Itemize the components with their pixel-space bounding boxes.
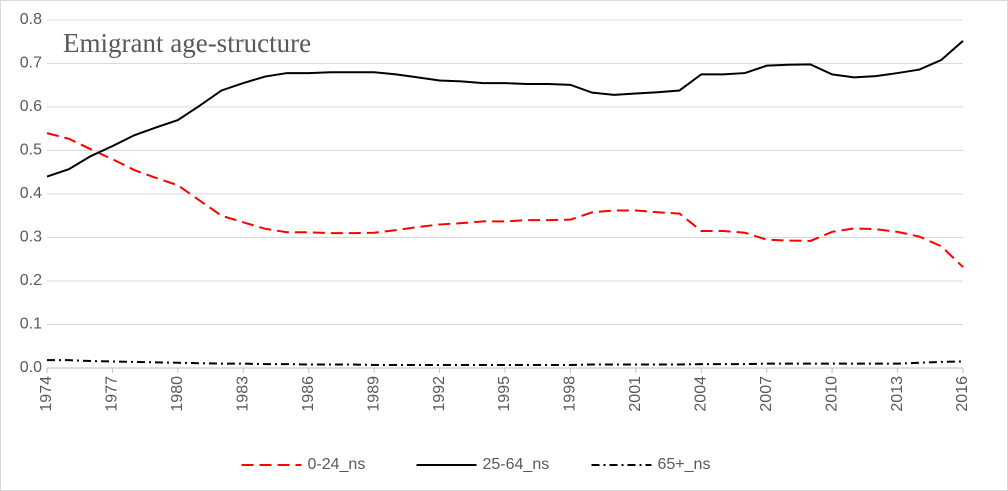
x-tick-label: 2013 bbox=[889, 376, 906, 412]
x-tick-label: 2001 bbox=[627, 376, 644, 412]
legend-label: 0-24_ns bbox=[308, 456, 366, 473]
x-tick-label: 1998 bbox=[562, 376, 579, 412]
x-tick-label: 1974 bbox=[38, 376, 55, 412]
y-tick-label: 0.6 bbox=[20, 98, 42, 115]
x-tick-label: 1995 bbox=[496, 376, 513, 412]
x-tick-label: 1986 bbox=[300, 376, 317, 412]
legend-label: 65+_ns bbox=[658, 456, 711, 473]
y-tick-label: 0.0 bbox=[20, 359, 42, 376]
line-series bbox=[46, 132, 964, 268]
y-tick-label: 0.3 bbox=[20, 229, 42, 246]
y-tick-label: 0.2 bbox=[20, 272, 42, 289]
x-tick-label: 2010 bbox=[823, 376, 840, 412]
line-series bbox=[46, 40, 964, 178]
y-tick-label: 0.5 bbox=[20, 142, 42, 159]
y-tick-label: 0.1 bbox=[20, 316, 42, 333]
y-tick-label: 0.7 bbox=[20, 55, 42, 72]
y-tick-label: 0.8 bbox=[20, 11, 42, 28]
x-tick-label: 1977 bbox=[104, 376, 121, 412]
x-tick-label: 1992 bbox=[431, 376, 448, 412]
line-series bbox=[47, 359, 964, 366]
x-tick-label: 1980 bbox=[169, 376, 186, 412]
chart-title: Emigrant age-structure bbox=[63, 28, 311, 58]
legend-label: 25-64_ns bbox=[483, 456, 550, 473]
y-tick-label: 0.4 bbox=[20, 185, 42, 202]
x-tick-label: 2007 bbox=[758, 376, 775, 412]
x-tick-label: 2004 bbox=[693, 376, 710, 412]
x-tick-label: 2016 bbox=[954, 376, 971, 412]
x-tick-label: 1989 bbox=[365, 376, 382, 412]
x-tick-label: 1983 bbox=[235, 376, 252, 412]
